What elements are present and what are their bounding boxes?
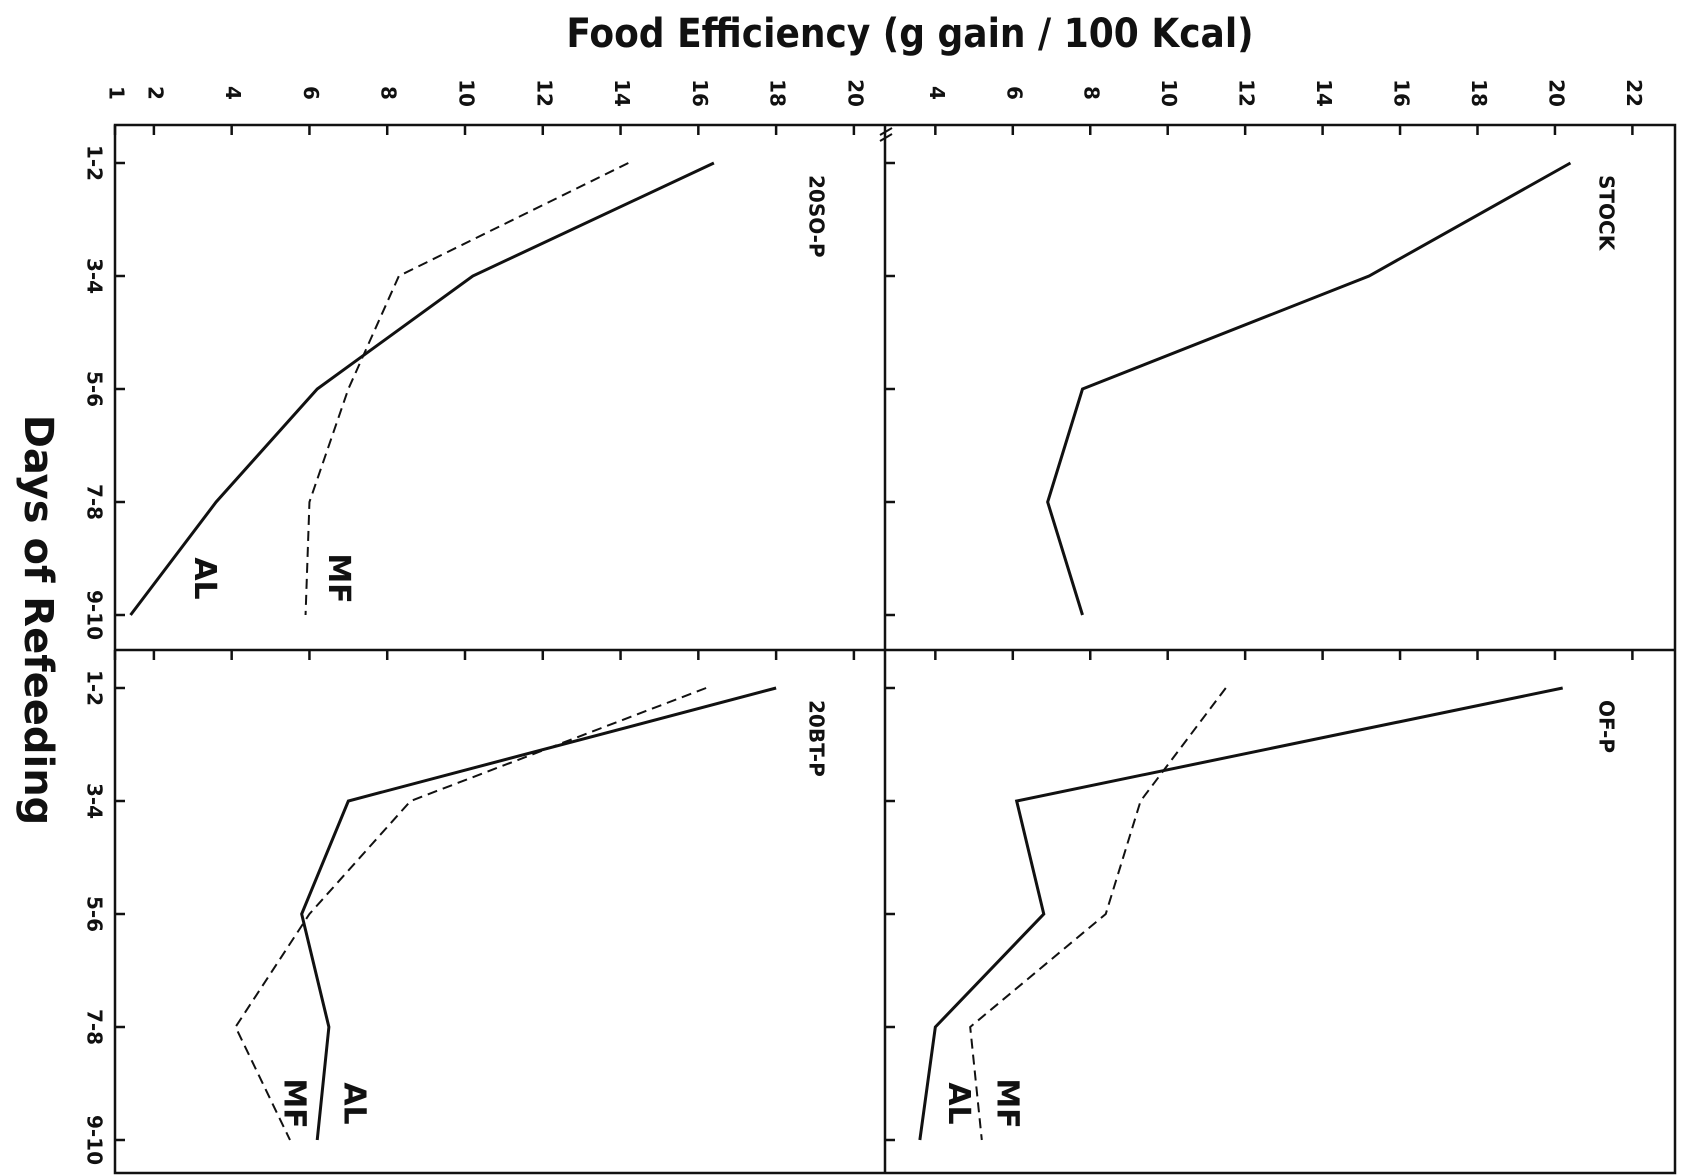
- series-line: [918, 686, 1564, 1141]
- x-tick-label: 14: [610, 79, 634, 107]
- y-tick-label: 7-8: [83, 1009, 107, 1045]
- x-tick-label: 6: [299, 86, 323, 100]
- y-axis-label: Days of Refeeding: [15, 415, 61, 826]
- x-tick-label: 4: [925, 86, 949, 100]
- y-tick-label: 1-2: [83, 670, 107, 706]
- x-tick-label: 8: [377, 86, 401, 100]
- panel-title: 20BT-P: [805, 700, 829, 777]
- y-tick-label: 9-10: [83, 590, 107, 640]
- x-tick-label: 20: [1544, 79, 1568, 107]
- x-tick-label: 8: [1080, 86, 1104, 100]
- y-tick-label: 1-2: [83, 145, 107, 181]
- series-line: [304, 162, 629, 616]
- series-line: [300, 686, 777, 1141]
- series-label: AL: [941, 1082, 976, 1124]
- x-tick-label: 12: [532, 79, 556, 107]
- series-line: [234, 687, 707, 1141]
- y-tick-label: 3-4: [83, 783, 107, 819]
- y-tick-label: 7-8: [83, 484, 107, 520]
- y-tick-label: 3-4: [83, 258, 107, 294]
- x-tick-label: 14: [1312, 79, 1336, 107]
- panel-title: STOCK: [1595, 175, 1619, 252]
- series-label: MF: [990, 1078, 1025, 1128]
- series-label: AL: [187, 557, 222, 599]
- panel-title: OF-P: [1595, 700, 1619, 753]
- series-label: AL: [337, 1082, 372, 1124]
- x-tick-label: 10: [455, 79, 479, 107]
- x-tick-label: 12: [1235, 79, 1259, 107]
- y-tick-label: 5-6: [83, 896, 107, 932]
- x-tick-label: 16: [1390, 79, 1414, 107]
- x-tick-label: 6: [1002, 86, 1026, 100]
- x-tick-label: 4: [221, 86, 245, 100]
- x-tick-label: 10: [1157, 79, 1181, 107]
- x-tick-label: 18: [766, 79, 790, 107]
- x-tick-label: 18: [1467, 79, 1491, 107]
- x-axis-label: Food Efficiency (g gain / 100 Kcal): [566, 11, 1253, 57]
- axis-break: [879, 127, 893, 142]
- x-tick-label: 1: [105, 86, 129, 100]
- series-line: [1046, 161, 1572, 616]
- x-tick-label: 20: [843, 79, 867, 107]
- series-line: [969, 687, 1227, 1141]
- y-tick-label: 5-6: [83, 371, 107, 407]
- x-tick-label: 22: [1622, 79, 1646, 107]
- x-tick-label: 16: [688, 79, 712, 107]
- series-line: [129, 161, 715, 616]
- series-label: MF: [321, 553, 356, 603]
- panel-title: 20SO-P: [805, 175, 829, 258]
- x-tick-label: 2: [143, 86, 167, 100]
- y-tick-label: 9-10: [83, 1115, 107, 1165]
- series-label: MF: [276, 1078, 311, 1128]
